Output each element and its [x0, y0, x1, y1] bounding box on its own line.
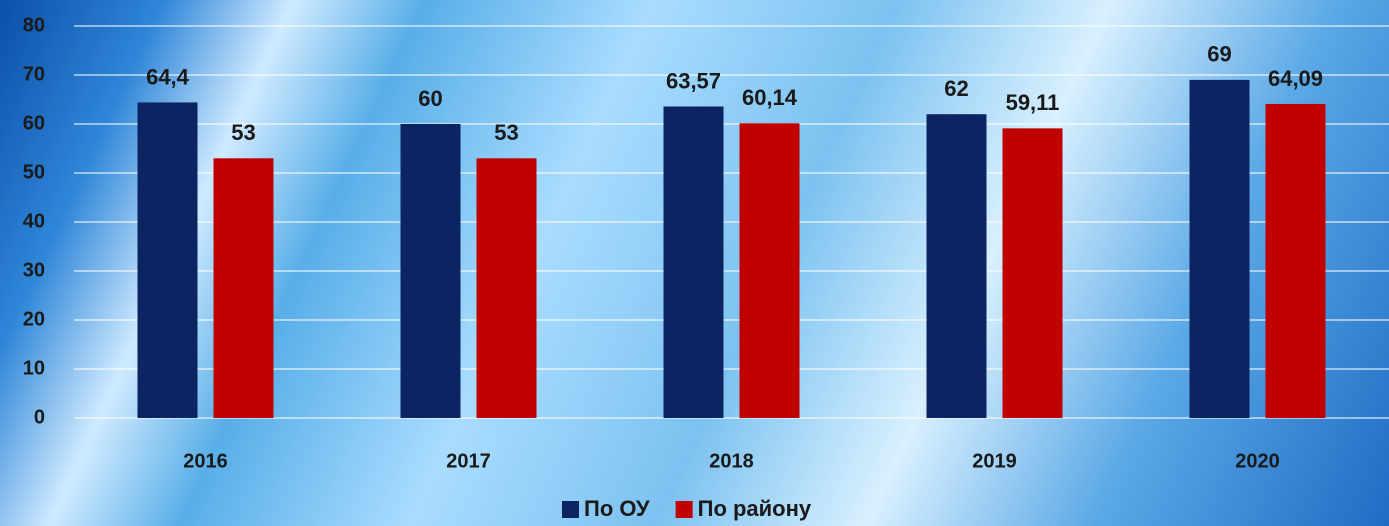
bar	[1265, 103, 1326, 419]
bar	[739, 123, 800, 419]
data-label: 53	[231, 120, 255, 145]
data-label: 60,14	[742, 85, 798, 110]
bar	[663, 106, 724, 418]
y-tick-label: 80	[23, 14, 45, 36]
bar	[400, 124, 461, 418]
x-tick-label: 2017	[446, 450, 491, 472]
legend-label: По району	[698, 496, 812, 521]
y-tick-label: 70	[23, 63, 45, 85]
y-tick-label: 0	[34, 406, 45, 428]
bar	[137, 102, 198, 418]
data-label: 60	[418, 86, 442, 111]
x-tick-label: 2018	[709, 450, 754, 472]
data-label: 69	[1207, 42, 1231, 67]
legend-swatch	[675, 501, 693, 518]
y-tick-label: 40	[23, 210, 45, 232]
bar	[213, 158, 274, 419]
data-label: 64,4	[146, 64, 190, 89]
bar	[926, 114, 987, 418]
data-label: 62	[944, 76, 968, 101]
data-label: 53	[494, 120, 518, 145]
x-tick-label: 2019	[972, 450, 1017, 472]
y-tick-label: 10	[23, 357, 45, 379]
y-tick-label: 20	[23, 308, 45, 330]
y-tick-label: 60	[23, 112, 45, 134]
y-tick-label: 50	[23, 161, 45, 183]
bar	[1002, 128, 1063, 418]
x-tick-label: 2020	[1235, 450, 1280, 472]
legend-label: По ОУ	[584, 496, 650, 521]
bar	[476, 158, 537, 419]
x-tick-label: 2016	[183, 450, 228, 472]
y-tick-label: 30	[23, 259, 45, 281]
bar	[1189, 79, 1250, 419]
data-label: 63,57	[666, 68, 721, 93]
data-label: 59,11	[1006, 90, 1060, 115]
legend-swatch	[562, 501, 579, 518]
data-label: 64,09	[1268, 66, 1323, 91]
